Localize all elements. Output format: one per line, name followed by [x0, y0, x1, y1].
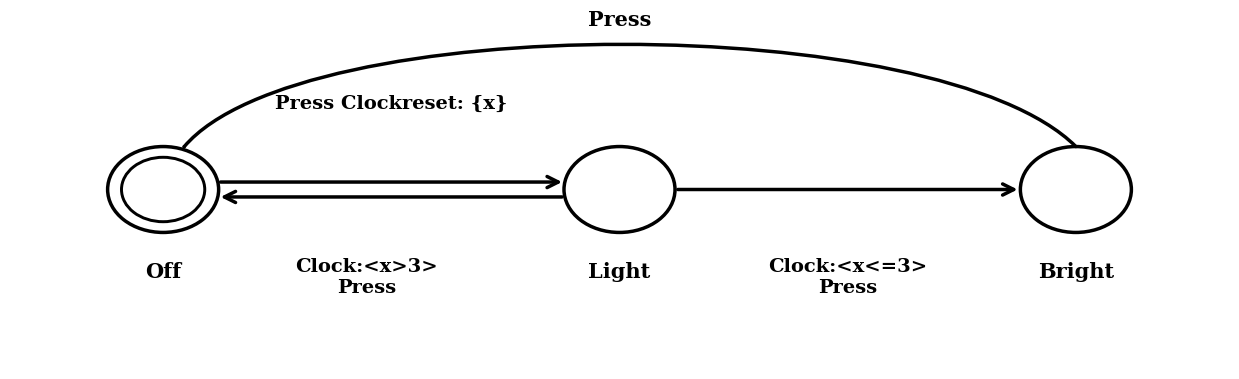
Text: Light: Light — [589, 262, 650, 282]
Text: Clock:<x>3>
Press: Clock:<x>3> Press — [295, 258, 437, 297]
FancyArrowPatch shape — [185, 44, 1075, 147]
Text: Press: Press — [587, 9, 652, 30]
Text: Clock:<x<=3>
Press: Clock:<x<=3> Press — [768, 258, 927, 297]
Text: Off: Off — [145, 262, 181, 282]
Text: Press Clockreset: {x}: Press Clockreset: {x} — [275, 95, 508, 113]
Text: Bright: Bright — [1038, 262, 1114, 282]
